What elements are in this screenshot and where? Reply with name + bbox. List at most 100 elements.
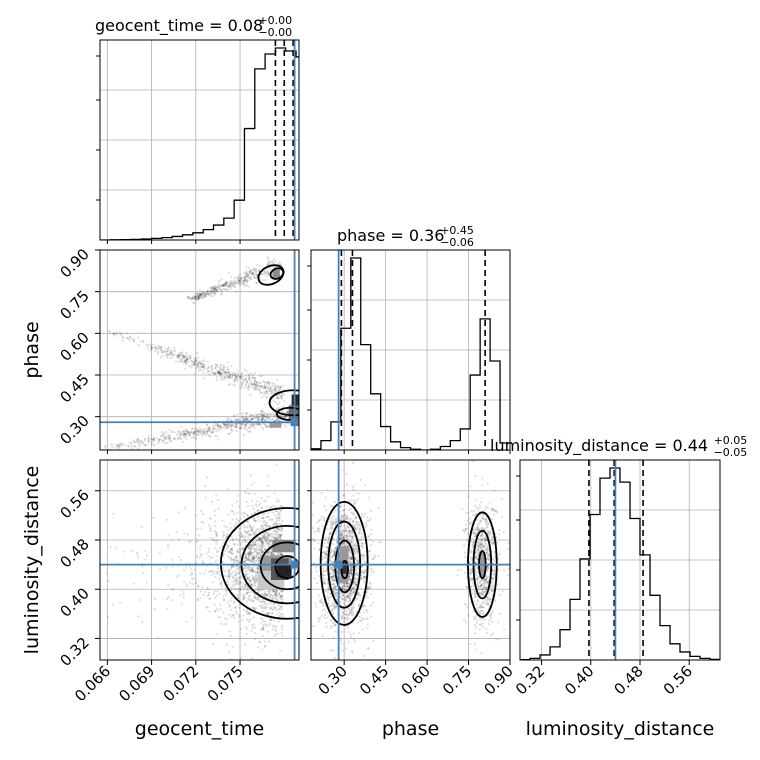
sample-point bbox=[233, 282, 236, 285]
sample-point bbox=[238, 279, 241, 282]
sample-point bbox=[251, 273, 254, 276]
sample-point bbox=[185, 438, 188, 441]
sample-point bbox=[252, 271, 255, 275]
sample-point bbox=[345, 536, 349, 539]
sample-point bbox=[215, 594, 218, 597]
sample-point bbox=[350, 587, 354, 590]
sample-point bbox=[248, 576, 251, 579]
sample-point bbox=[257, 556, 260, 559]
sample-point bbox=[223, 570, 227, 573]
sample-point bbox=[213, 509, 216, 513]
sample-point bbox=[223, 283, 226, 286]
sample-point bbox=[204, 569, 207, 572]
sample-point bbox=[120, 443, 123, 447]
sample-point bbox=[255, 578, 258, 581]
sample-point bbox=[318, 530, 321, 533]
sample-point bbox=[326, 591, 329, 594]
sample-point bbox=[248, 378, 251, 381]
sample-point bbox=[207, 425, 211, 429]
sample-point bbox=[238, 535, 242, 538]
sample-point bbox=[208, 292, 212, 295]
sample-point bbox=[262, 604, 265, 607]
sample-point bbox=[200, 290, 204, 293]
sample-point bbox=[192, 436, 195, 439]
sample-point bbox=[211, 538, 214, 541]
sample-point bbox=[216, 286, 219, 289]
sample-point bbox=[247, 533, 250, 536]
sample-point bbox=[192, 431, 195, 434]
sample-point bbox=[239, 278, 242, 281]
sample-point bbox=[208, 554, 211, 557]
sample-point bbox=[236, 582, 240, 586]
sample-point bbox=[248, 594, 251, 597]
sample-point bbox=[233, 562, 236, 565]
sample-point bbox=[260, 414, 263, 417]
sample-point bbox=[334, 588, 337, 592]
sample-point bbox=[355, 598, 358, 601]
sample-point bbox=[348, 594, 352, 597]
sample-point bbox=[321, 635, 324, 638]
sample-point bbox=[351, 606, 354, 610]
sample-point bbox=[138, 442, 142, 446]
sample-point bbox=[198, 556, 201, 559]
sample-point bbox=[482, 586, 485, 589]
sample-point bbox=[278, 260, 281, 263]
sample-point bbox=[256, 264, 259, 267]
sample-point bbox=[248, 378, 251, 381]
sample-point bbox=[369, 585, 372, 588]
sample-point bbox=[250, 599, 253, 602]
sample-point bbox=[217, 616, 220, 619]
sample-point bbox=[361, 544, 364, 548]
sample-point bbox=[252, 541, 255, 544]
sample-point bbox=[278, 607, 281, 610]
sample-point bbox=[355, 583, 358, 586]
sample-point bbox=[234, 556, 237, 559]
sample-point bbox=[331, 622, 334, 625]
sample-point bbox=[279, 536, 282, 539]
sample-point bbox=[243, 583, 247, 587]
sample-point bbox=[223, 533, 226, 536]
sample-point bbox=[308, 562, 310, 564]
sample-point bbox=[267, 612, 270, 615]
sample-point bbox=[277, 528, 280, 531]
sample-point bbox=[328, 532, 331, 535]
sample-point bbox=[354, 640, 357, 643]
sample-point bbox=[245, 526, 248, 529]
sample-point bbox=[346, 626, 350, 630]
sample-point bbox=[479, 581, 482, 584]
sample-point bbox=[357, 523, 360, 526]
sample-point bbox=[222, 595, 225, 598]
sample-point bbox=[263, 422, 266, 425]
sample-point bbox=[352, 546, 355, 549]
sample-point bbox=[139, 598, 143, 602]
sample-point bbox=[350, 590, 353, 593]
sample-point bbox=[247, 611, 251, 615]
sample-point bbox=[259, 588, 262, 591]
sample-point bbox=[243, 525, 246, 528]
sample-point bbox=[248, 566, 251, 569]
sample-point bbox=[236, 276, 239, 280]
sample-point bbox=[267, 536, 270, 540]
sample-point bbox=[131, 549, 134, 552]
sample-point bbox=[272, 382, 275, 385]
sample-point bbox=[229, 284, 232, 287]
sample-point bbox=[278, 593, 281, 596]
sample-point bbox=[345, 582, 348, 585]
sample-point bbox=[343, 530, 346, 533]
sample-point bbox=[167, 534, 170, 537]
sample-point bbox=[352, 590, 356, 594]
sample-point bbox=[244, 273, 247, 276]
sample-point bbox=[195, 295, 199, 298]
sample-point bbox=[159, 568, 162, 571]
sample-point bbox=[250, 568, 253, 571]
sample-point bbox=[246, 412, 249, 415]
sample-point bbox=[223, 287, 226, 290]
sample-point bbox=[347, 595, 350, 598]
sample-point bbox=[184, 367, 187, 370]
sample-point bbox=[199, 553, 203, 556]
sample-point bbox=[256, 384, 259, 387]
sample-point bbox=[206, 606, 209, 609]
sample-point bbox=[252, 275, 255, 279]
sample-point bbox=[323, 542, 327, 545]
sample-point bbox=[248, 276, 252, 279]
